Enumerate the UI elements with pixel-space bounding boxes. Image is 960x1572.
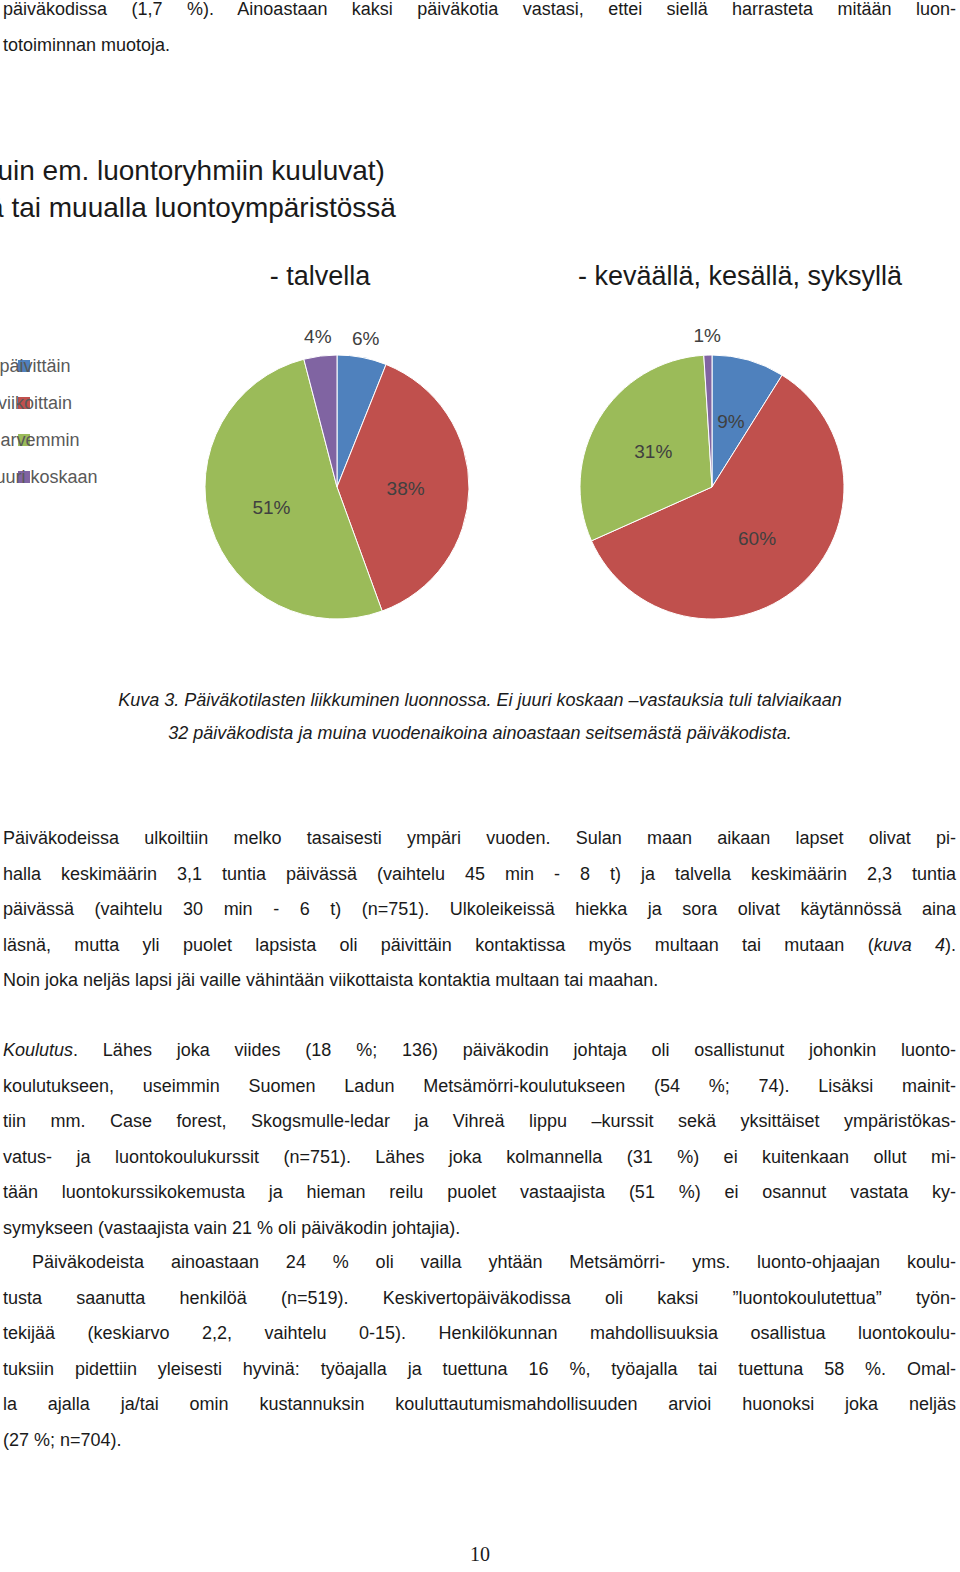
svg-text:38%: 38% — [387, 478, 425, 499]
html-text:Kuva 3. Päiväkotilasten liikku: Kuva 3. Päiväkotilasten liikkuminen luon… — [118, 690, 842, 710]
svg-text:31%: 31% — [634, 441, 672, 462]
html-text:koulutukseen, useimmin Suomen: koulutukseen, useimmin Suomen Ladun Mets… — [3, 1075, 956, 1096]
html-text:läsnä, mutta yli puolet lapsis: läsnä, mutta yli puolet lapsista oli päi… — [3, 934, 956, 955]
svg-text:6%: 6% — [352, 328, 380, 349]
html-text:tiin mm. Case forest, Skogsmul: tiin mm. Case forest, Skogsmulle-ledar j… — [3, 1111, 956, 1131]
html-text:päiväkodissa (1,7 %). Ainoasta: päiväkodissa (1,7 %). Ainoastaan kaksi p… — [3, 0, 956, 19]
html-text:tuksiin pidettiin yleisesti hy: tuksiin pidettiin yleisesti hyvinä: työa… — [3, 1358, 956, 1379]
svg-text:ei juuri koskaan: ei juuri koskaan — [0, 467, 98, 487]
html-text:Noin joka neljäs lapsi jäi vai: Noin joka neljäs lapsi jäi vaille vähint… — [3, 970, 659, 990]
svg-text:viikoittain: viikoittain — [0, 393, 72, 413]
html-text:10: 10 — [470, 1543, 490, 1565]
html-text:tekijää (keskiarvo 2,2, vaihte: tekijää (keskiarvo 2,2, vaihtelu 0-15). … — [3, 1323, 956, 1343]
svg-text:päiväkodissa metsässä tai muua: päiväkodissa metsässä tai muualla luonto… — [0, 192, 396, 223]
html-text:Päiväkodeista ainoastaan 24 %: Päiväkodeista ainoastaan 24 % oli vailla… — [32, 1252, 956, 1272]
svg-text:päivittäin: päivittäin — [0, 356, 71, 376]
html-text:Koulutus. Lähes joka viides (1: Koulutus. Lähes joka viides (18 %; 136) … — [3, 1040, 956, 1060]
svg-text:Ovatko lapset (muut kuin em. l: Ovatko lapset (muut kuin em. luontoryhmi… — [0, 155, 385, 186]
svg-text:1%: 1% — [694, 325, 722, 346]
html-text:Päiväkodeissa ulkoiltiin melko: Päiväkodeissa ulkoiltiin melko tasaisest… — [3, 828, 956, 848]
html-text:32 päiväkodista ja muina vuode: 32 päiväkodista ja muina vuodenaikoina a… — [168, 723, 792, 743]
svg-text:harvemmin: harvemmin — [0, 430, 80, 450]
svg-text:4%: 4% — [304, 326, 332, 347]
html-text:la ajalla ja/tai omin kustannu: la ajalla ja/tai omin kustannuksin koulu… — [3, 1394, 956, 1414]
html-text:(27 %; n=704).: (27 %; n=704). — [3, 1429, 122, 1450]
svg-text:9%: 9% — [717, 411, 745, 432]
html-text:tusta saanutta henkilöä (n=519: tusta saanutta henkilöä (n=519). Keskive… — [3, 1287, 956, 1308]
html-text:tään luontokurssikokemusta ja: tään luontokurssikokemusta ja hieman rei… — [3, 1182, 956, 1202]
svg-text:51%: 51% — [252, 497, 290, 518]
html-text:symykseen (vastaajista vain 21: symykseen (vastaajista vain 21 % oli päi… — [3, 1217, 461, 1238]
html-text:päivässä (vaihtelu 30 min - 6: päivässä (vaihtelu 30 min - 6 t) (n=751)… — [3, 899, 956, 919]
html-text:totoiminnan muotoja.: totoiminnan muotoja. — [3, 34, 171, 55]
svg-text:- talvella: - talvella — [270, 261, 372, 291]
svg-text:60%: 60% — [738, 528, 776, 549]
html-text:vatus- ja luontokoulukurssit (: vatus- ja luontokoulukurssit (n=751). Lä… — [3, 1146, 956, 1167]
html-text:halla keskimäärin 3,1 tuntia p: halla keskimäärin 3,1 tuntia päivässä (v… — [3, 863, 956, 884]
svg-text:- keväällä, kesällä, syksyllä: - keväällä, kesällä, syksyllä — [578, 261, 903, 291]
